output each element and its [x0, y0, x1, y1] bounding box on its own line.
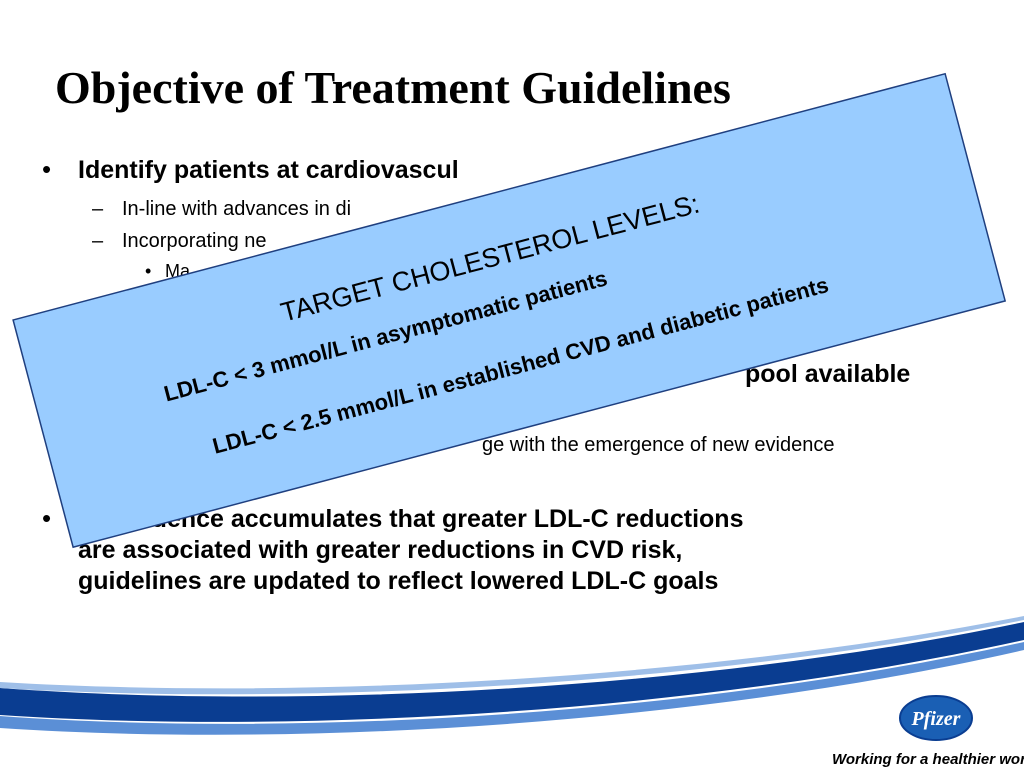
logo-oval [899, 695, 973, 741]
wave [0, 622, 1024, 722]
bullet: Identify patients at cardiovascul [78, 156, 459, 184]
dot: • [145, 261, 151, 281]
bullet: pool available [745, 360, 910, 388]
bullet-dot: • [42, 503, 51, 533]
dash: – [92, 230, 104, 252]
sub-bullet: ge with the emergence of new evidence [482, 434, 834, 456]
bullet-line: are associated with greater reductions i… [78, 536, 682, 564]
footer-swoosh [0, 616, 1024, 735]
wave [0, 642, 1024, 735]
title: Objective of Treatment Guidelines [55, 62, 731, 113]
callout-box [12, 72, 1007, 549]
logo: Pfizer [911, 708, 961, 730]
dash: – [92, 198, 104, 220]
sub-bullet: Incorporating ne [122, 230, 267, 252]
tagline: Working for a healthier world [832, 751, 1024, 768]
callout: TARGET CHOLESTEROL LEVELS: LDL-C < 3 mmo… [12, 72, 1007, 549]
body: • Identify patients at cardiovascul – In… [42, 154, 910, 595]
sub-bullet: In-line with advances in di [122, 198, 351, 220]
bullet-dot: • [42, 154, 51, 184]
bullet-line: guidelines are updated to reflect lowere… [78, 567, 718, 595]
